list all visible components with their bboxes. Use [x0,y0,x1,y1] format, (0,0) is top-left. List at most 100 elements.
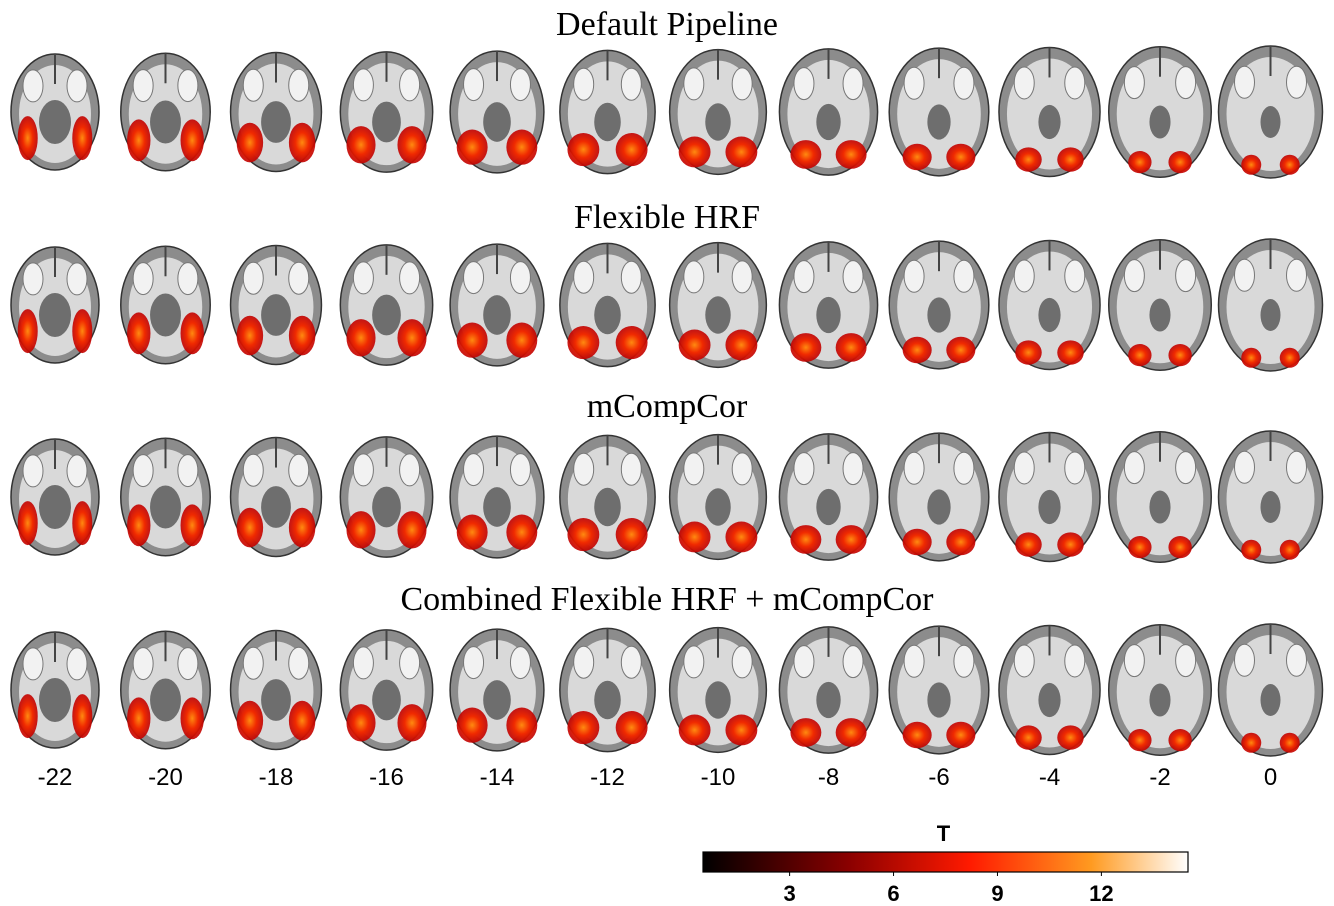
cortex-detail [133,70,153,102]
activation [946,722,975,749]
activation [289,123,315,163]
cortex-detail [794,646,814,678]
brain-slice [1219,624,1323,756]
activation [397,704,426,741]
cortex-detail [1124,645,1144,677]
cortex-detail [510,262,530,294]
brain-slice [1109,47,1212,178]
cortex-detail [133,263,153,295]
activation [903,337,932,364]
gray-core [816,104,840,140]
cortex-detail [1287,66,1307,98]
activation [1015,532,1041,556]
cortex-detail [178,70,198,102]
activation [903,529,932,556]
brain-slice [779,434,877,560]
cortex-detail [1176,260,1196,292]
activation [836,718,867,747]
brain-slice [11,54,99,170]
cortex-detail [954,260,974,292]
activation [181,119,204,161]
brain-slice [889,433,989,561]
cortex-detail [1176,67,1196,99]
cortex-detail [464,262,484,294]
brain-slice [670,243,767,368]
cortex-detail [510,647,530,679]
cortex-detail [1287,259,1307,291]
cortex-detail [1235,259,1255,291]
activation [1280,155,1300,175]
activation [903,722,932,749]
cortex-detail [400,647,420,679]
activation [237,701,263,741]
activation [127,119,150,161]
brain-slice [999,625,1100,754]
activation [181,697,204,739]
activation [289,701,315,741]
activation [616,133,648,166]
activation [457,515,488,550]
gray-core [1038,683,1060,717]
gray-core [816,297,840,333]
slice-label: -22 [38,764,73,791]
activation [567,711,599,744]
brain-slice [231,53,322,172]
activation [790,718,821,747]
cortex-detail [843,68,863,100]
cortex-detail [133,648,153,680]
cortex-detail [794,68,814,100]
gray-core [1149,105,1170,138]
cortex-detail [23,455,43,487]
cortex-detail [289,69,309,101]
gray-core [594,681,621,720]
cortex-detail [400,262,420,294]
gray-core [261,294,291,336]
cortex-detail [1235,451,1255,483]
cortex-detail [243,262,263,294]
gray-core [39,678,71,722]
activation [1168,344,1191,366]
gray-core [1261,299,1281,331]
cortex-detail [400,69,420,101]
cortex-detail [178,455,198,487]
slice-label: -8 [818,764,839,791]
activation [1015,147,1041,171]
activation [790,333,821,362]
cortex-detail [353,647,373,679]
activation [836,333,867,362]
gray-core [705,681,730,718]
activation [1241,348,1261,368]
activation [903,144,932,171]
gray-core [705,296,730,333]
gray-core [927,104,950,139]
activation [836,525,867,554]
cortex-detail [732,68,752,100]
activation [346,126,375,163]
cortex-detail [954,67,974,99]
activation [127,504,150,546]
activation [506,130,537,165]
slice-label: 0 [1264,764,1277,791]
activation [1128,536,1151,558]
cortex-detail [243,69,263,101]
cortex-detail [1014,452,1034,484]
gray-core [483,487,511,527]
brain-slice [450,629,544,751]
cortex-detail [1014,260,1034,292]
brain-slice [1219,239,1323,371]
cortex-detail [843,261,863,293]
cortex-detail [1176,452,1196,484]
cortex-detail [684,261,704,293]
slice-label: -12 [590,764,625,791]
cortex-detail [621,68,641,100]
brain-slice [1109,432,1212,563]
cortex-detail [133,455,153,487]
activation [1057,147,1083,171]
cortex-detail [574,68,594,100]
gray-core [594,296,621,335]
brain-slice [889,241,989,369]
brain-slice [560,435,655,558]
gray-core [1261,684,1281,716]
brain-slice [1219,431,1323,563]
activation [1128,729,1151,751]
